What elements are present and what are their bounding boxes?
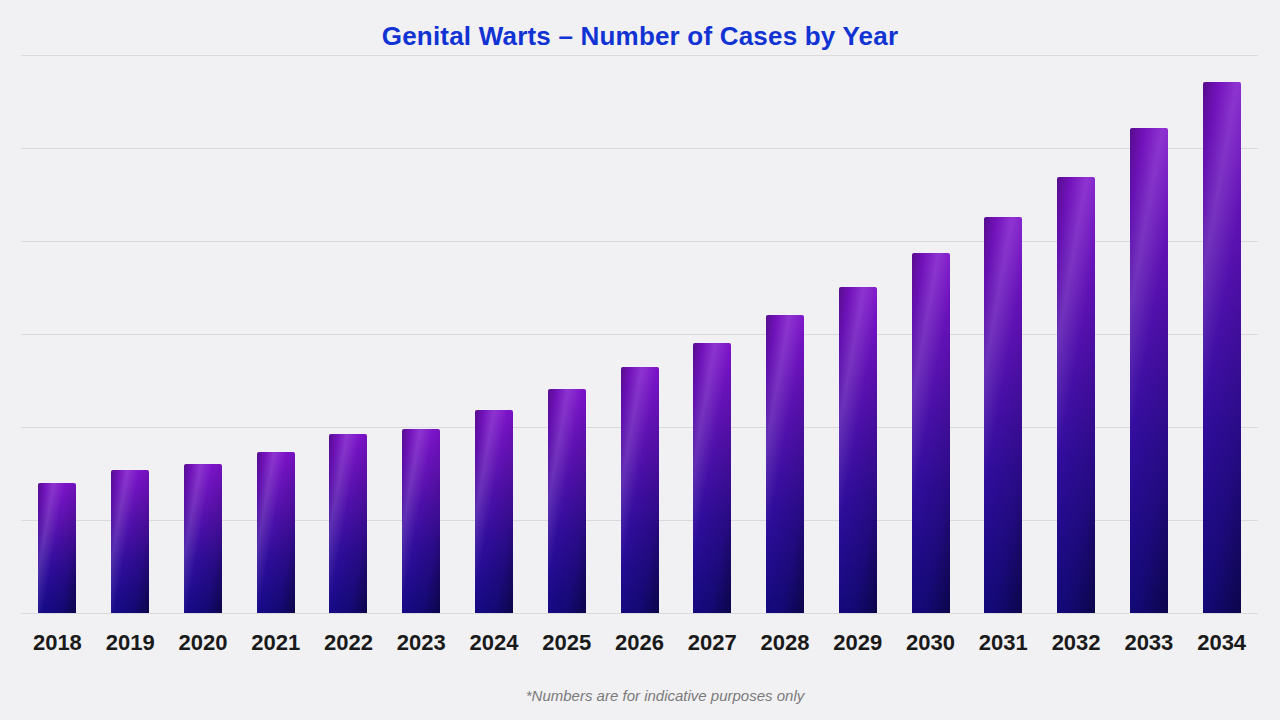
bar-slot-2024 bbox=[458, 55, 531, 613]
bar-2023 bbox=[402, 429, 440, 613]
x-axis-label-2029: 2029 bbox=[821, 621, 894, 665]
x-axis-label-2019: 2019 bbox=[94, 621, 167, 665]
x-axis-label-2021: 2021 bbox=[239, 621, 312, 665]
x-axis-label-2025: 2025 bbox=[530, 621, 603, 665]
bar-slot-2019 bbox=[94, 55, 167, 613]
x-axis-label-2026: 2026 bbox=[603, 621, 676, 665]
bar-slot-2018 bbox=[21, 55, 94, 613]
plot-area bbox=[21, 55, 1258, 613]
chart-canvas: Genital Warts – Number of Cases by Year … bbox=[0, 0, 1280, 720]
x-axis-label-2028: 2028 bbox=[749, 621, 822, 665]
x-axis-line bbox=[21, 613, 1258, 614]
bar-2034 bbox=[1203, 82, 1241, 613]
bar-slot-2026 bbox=[603, 55, 676, 613]
bar-2027 bbox=[693, 343, 731, 613]
bar-2019 bbox=[111, 470, 149, 613]
x-axis-label-2032: 2032 bbox=[1040, 621, 1113, 665]
bar-slot-2023 bbox=[385, 55, 458, 613]
bar-slot-2034 bbox=[1185, 55, 1258, 613]
x-axis-label-2020: 2020 bbox=[167, 621, 240, 665]
bar-slot-2028 bbox=[749, 55, 822, 613]
bar-2021 bbox=[257, 452, 295, 613]
bar-slot-2033 bbox=[1112, 55, 1185, 613]
bar-2032 bbox=[1057, 177, 1095, 613]
bar-2025 bbox=[548, 389, 586, 613]
x-axis-label-2034: 2034 bbox=[1185, 621, 1258, 665]
bar-2024 bbox=[475, 410, 513, 613]
chart-title: Genital Warts – Number of Cases by Year bbox=[0, 21, 1280, 52]
bar-2031 bbox=[984, 217, 1022, 613]
bar-slot-2029 bbox=[821, 55, 894, 613]
bar-slot-2032 bbox=[1040, 55, 1113, 613]
x-axis-label-2033: 2033 bbox=[1112, 621, 1185, 665]
bar-slot-2027 bbox=[676, 55, 749, 613]
bar-2020 bbox=[184, 464, 222, 613]
bar-slot-2021 bbox=[239, 55, 312, 613]
bar-2033 bbox=[1130, 128, 1168, 613]
bar-2018 bbox=[38, 483, 76, 613]
x-axis-labels: 2018201920202021202220232024202520262027… bbox=[21, 621, 1258, 665]
bar-slot-2030 bbox=[894, 55, 967, 613]
bar-slot-2020 bbox=[167, 55, 240, 613]
bar-slot-2025 bbox=[530, 55, 603, 613]
bar-2030 bbox=[912, 253, 950, 613]
x-axis-label-2022: 2022 bbox=[312, 621, 385, 665]
footnote: *Numbers are for indicative purposes onl… bbox=[25, 687, 1280, 704]
x-axis-label-2023: 2023 bbox=[385, 621, 458, 665]
bar-slot-2031 bbox=[967, 55, 1040, 613]
bar-2022 bbox=[329, 434, 367, 613]
bar-2028 bbox=[766, 315, 804, 613]
x-axis-label-2031: 2031 bbox=[967, 621, 1040, 665]
bar-slot-2022 bbox=[312, 55, 385, 613]
x-axis-label-2024: 2024 bbox=[458, 621, 531, 665]
bar-2029 bbox=[839, 287, 877, 613]
bars-row bbox=[21, 55, 1258, 613]
x-axis-label-2018: 2018 bbox=[21, 621, 94, 665]
x-axis-label-2030: 2030 bbox=[894, 621, 967, 665]
x-axis-label-2027: 2027 bbox=[676, 621, 749, 665]
bar-2026 bbox=[621, 367, 659, 613]
